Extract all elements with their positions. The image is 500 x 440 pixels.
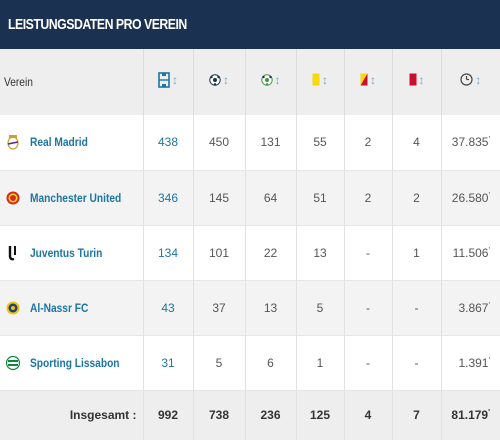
club-cell: Juventus Turin bbox=[0, 225, 144, 281]
juventus-crest-icon bbox=[8, 245, 16, 260]
table-row: Juventus Turin 134 101 22 13 - 1 11.506' bbox=[0, 225, 500, 281]
total-red: 7 bbox=[392, 390, 442, 440]
sort-arrow-icon: ↕ bbox=[274, 73, 281, 87]
sort-arrow-icon: ↕ bbox=[172, 72, 178, 87]
panel-header: LEISTUNGSDATEN PRO VEREIN bbox=[0, 0, 500, 49]
goals-cell: 37 bbox=[193, 280, 246, 336]
total-minutes: 81.179' bbox=[451, 408, 490, 423]
yellowred-cell: 2 bbox=[344, 115, 393, 171]
yellow-cell: 1 bbox=[296, 335, 345, 391]
total-yellowred: 4 bbox=[344, 390, 393, 440]
al-nassr-crest-icon bbox=[6, 301, 20, 314]
minutes-cell: 1.391' bbox=[441, 335, 500, 391]
sort-arrow-icon: ↕ bbox=[223, 73, 229, 87]
minutes-cell: 11.506' bbox=[441, 225, 500, 281]
sort-arrow-icon: ↕ bbox=[418, 72, 425, 87]
minutes-cell: 26.580' bbox=[441, 170, 500, 226]
table-row: Sporting Lissabon 31 5 6 1 - - 1.391' bbox=[0, 335, 500, 391]
appearances-icon bbox=[158, 71, 170, 88]
assists-cell: 22 bbox=[245, 225, 297, 281]
sort-arrow-icon: ↕ bbox=[322, 72, 328, 87]
yellow-cell: 13 bbox=[296, 225, 345, 281]
yellow-cell: 55 bbox=[296, 115, 345, 171]
column-header-assists[interactable]: ↕ bbox=[245, 49, 297, 115]
apps-cell[interactable]: 346 bbox=[143, 170, 194, 226]
table-row: Manchester United 346 145 64 51 2 2 26.5… bbox=[0, 170, 500, 226]
sporting-crest-icon bbox=[6, 355, 20, 370]
sort-arrow-icon: ↕ bbox=[370, 72, 376, 87]
yellowred-cell: 2 bbox=[344, 170, 393, 226]
assists-cell: 64 bbox=[245, 170, 297, 226]
real-madrid-crest-icon bbox=[7, 135, 19, 150]
assists-cell: 6 bbox=[245, 335, 297, 391]
manchester-united-crest-icon bbox=[6, 191, 20, 204]
yellow-card-icon bbox=[312, 73, 320, 86]
yellow-cell: 5 bbox=[296, 280, 345, 336]
apps-cell[interactable]: 134 bbox=[143, 225, 194, 281]
stats-table: Verein ↕ ↕ ↕ bbox=[0, 49, 500, 440]
table-row: Real Madrid 438 450 131 55 2 4 37.835' bbox=[0, 115, 500, 171]
apps-cell[interactable]: 438 bbox=[143, 115, 194, 171]
goals-cell: 101 bbox=[193, 225, 246, 281]
red-card-icon bbox=[409, 73, 416, 86]
goals-icon bbox=[209, 74, 221, 86]
minutes-cell: 37.835' bbox=[441, 115, 500, 171]
club-link[interactable]: Sporting Lissabon bbox=[30, 355, 120, 370]
column-header-red-cards[interactable]: ↕ bbox=[392, 49, 442, 115]
yellowred-cell: - bbox=[344, 335, 393, 391]
panel-title: LEISTUNGSDATEN PRO VEREIN bbox=[8, 16, 187, 33]
total-yellow: 125 bbox=[296, 390, 345, 440]
table-header-row: Verein ↕ ↕ ↕ bbox=[0, 49, 500, 115]
club-link[interactable]: Real Madrid bbox=[30, 135, 88, 150]
club-link[interactable]: Manchester United bbox=[30, 190, 122, 205]
minutes-clock-icon bbox=[460, 73, 473, 86]
column-header-yellow-red-cards[interactable]: ↕ bbox=[344, 49, 393, 115]
goals-cell: 145 bbox=[193, 170, 246, 226]
total-goals: 738 bbox=[193, 390, 246, 440]
yellowred-cell: - bbox=[344, 280, 393, 336]
sort-arrow-icon: ↕ bbox=[475, 72, 482, 87]
red-cell: - bbox=[392, 335, 442, 391]
column-header-yellow-cards[interactable]: ↕ bbox=[296, 49, 345, 115]
red-cell: 2 bbox=[392, 170, 442, 226]
club-cell: Al-Nassr FC bbox=[0, 280, 144, 336]
apps-cell[interactable]: 31 bbox=[143, 335, 194, 391]
assists-cell: 131 bbox=[245, 115, 297, 171]
total-apps: 992 bbox=[143, 390, 194, 440]
yellowred-cell: - bbox=[344, 225, 393, 281]
totals-row: Insgesamt : 992 738 236 125 4 7 81.179' bbox=[0, 390, 500, 440]
yellow-cell: 51 bbox=[296, 170, 345, 226]
goals-cell: 450 bbox=[193, 115, 246, 171]
minutes-cell: 3.867' bbox=[441, 280, 500, 336]
column-header-minutes[interactable]: ↕ bbox=[441, 49, 500, 115]
club-cell: Manchester United bbox=[0, 170, 144, 226]
red-cell: - bbox=[392, 280, 442, 336]
apps-cell[interactable]: 43 bbox=[143, 280, 194, 336]
column-header-club[interactable]: Verein bbox=[0, 49, 144, 115]
yellow-red-card-icon bbox=[360, 73, 368, 86]
red-cell: 1 bbox=[392, 225, 442, 281]
total-assists: 236 bbox=[245, 390, 297, 440]
column-header-appearances[interactable]: ↕ bbox=[143, 49, 194, 115]
club-cell: Sporting Lissabon bbox=[0, 335, 144, 391]
table-row: Al-Nassr FC 43 37 13 5 - - 3.867' bbox=[0, 280, 500, 336]
club-link[interactable]: Al-Nassr FC bbox=[30, 300, 89, 315]
club-cell: Real Madrid bbox=[0, 115, 144, 171]
club-link[interactable]: Juventus Turin bbox=[30, 245, 103, 260]
goals-cell: 5 bbox=[193, 335, 246, 391]
column-header-goals[interactable]: ↕ bbox=[193, 49, 246, 115]
totals-label: Insgesamt : bbox=[0, 390, 144, 440]
assists-cell: 13 bbox=[245, 280, 297, 336]
red-cell: 4 bbox=[392, 115, 442, 171]
assists-icon bbox=[260, 74, 273, 86]
